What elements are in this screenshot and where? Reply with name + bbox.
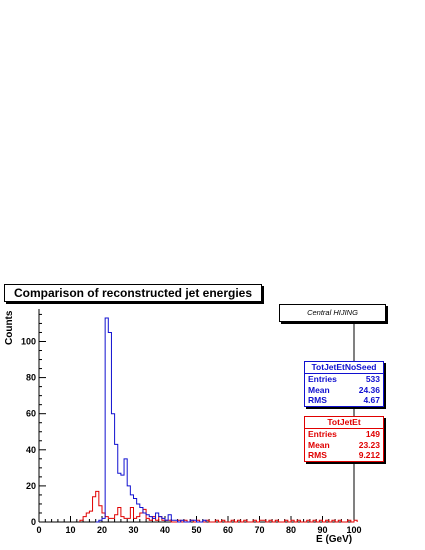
mean-value: 23.23 [358,439,380,450]
series-line-0 [95,317,207,523]
x-tick-label: 10 [65,525,75,535]
x-tick-label: 60 [223,525,233,535]
rms-value: 4.67 [363,395,380,405]
x-tick-label: 90 [317,525,327,535]
x-tick-label: 80 [286,525,296,535]
mean-label: Mean [308,384,330,395]
x-tick-label: 40 [160,525,170,535]
x-tick-label: 70 [254,525,264,535]
mean-value: 24.36 [358,384,380,395]
y-tick-label: 60 [26,409,36,419]
entries-value: 533 [365,374,380,384]
stats-box-jetet: TotJetEt Entries 149 Mean 23.23 RMS 9.212 [304,416,384,462]
y-tick-label: 20 [26,481,36,491]
entries-value: 149 [365,429,380,439]
entries-label: Entries [308,374,337,384]
x-tick-label: 100 [346,525,361,535]
y-tick-label: 0 [31,517,36,527]
y-tick-label: 80 [26,373,36,383]
rms-label: RMS [308,395,327,405]
x-tick-label: 50 [191,525,201,535]
y-tick-label: 100 [21,336,36,346]
stats-title-noseed: TotJetEtNoSeed [305,362,383,374]
entries-label: Entries [308,429,337,439]
y-axis-label: Counts [4,310,15,345]
stats-box-noseed: TotJetEtNoSeed Entries 533 Mean 24.36 RMS 4… [304,361,384,407]
x-tick-label: 30 [128,525,138,535]
x-tick-label: 20 [97,525,107,535]
y-tick-label: 40 [26,445,36,455]
mean-label: Mean [308,439,330,450]
annotation-label: Central HIJING [279,304,386,322]
series-line-1 [79,490,358,523]
rms-label: RMS [308,450,327,460]
stats-title-jetet: TotJetEt [305,417,383,429]
rms-value: 9.212 [358,450,380,460]
x-axis-label: E (GeV) [316,534,353,545]
x-tick-label: 0 [36,525,41,535]
chart-title: Comparison of reconstructed jet energies [4,284,262,302]
